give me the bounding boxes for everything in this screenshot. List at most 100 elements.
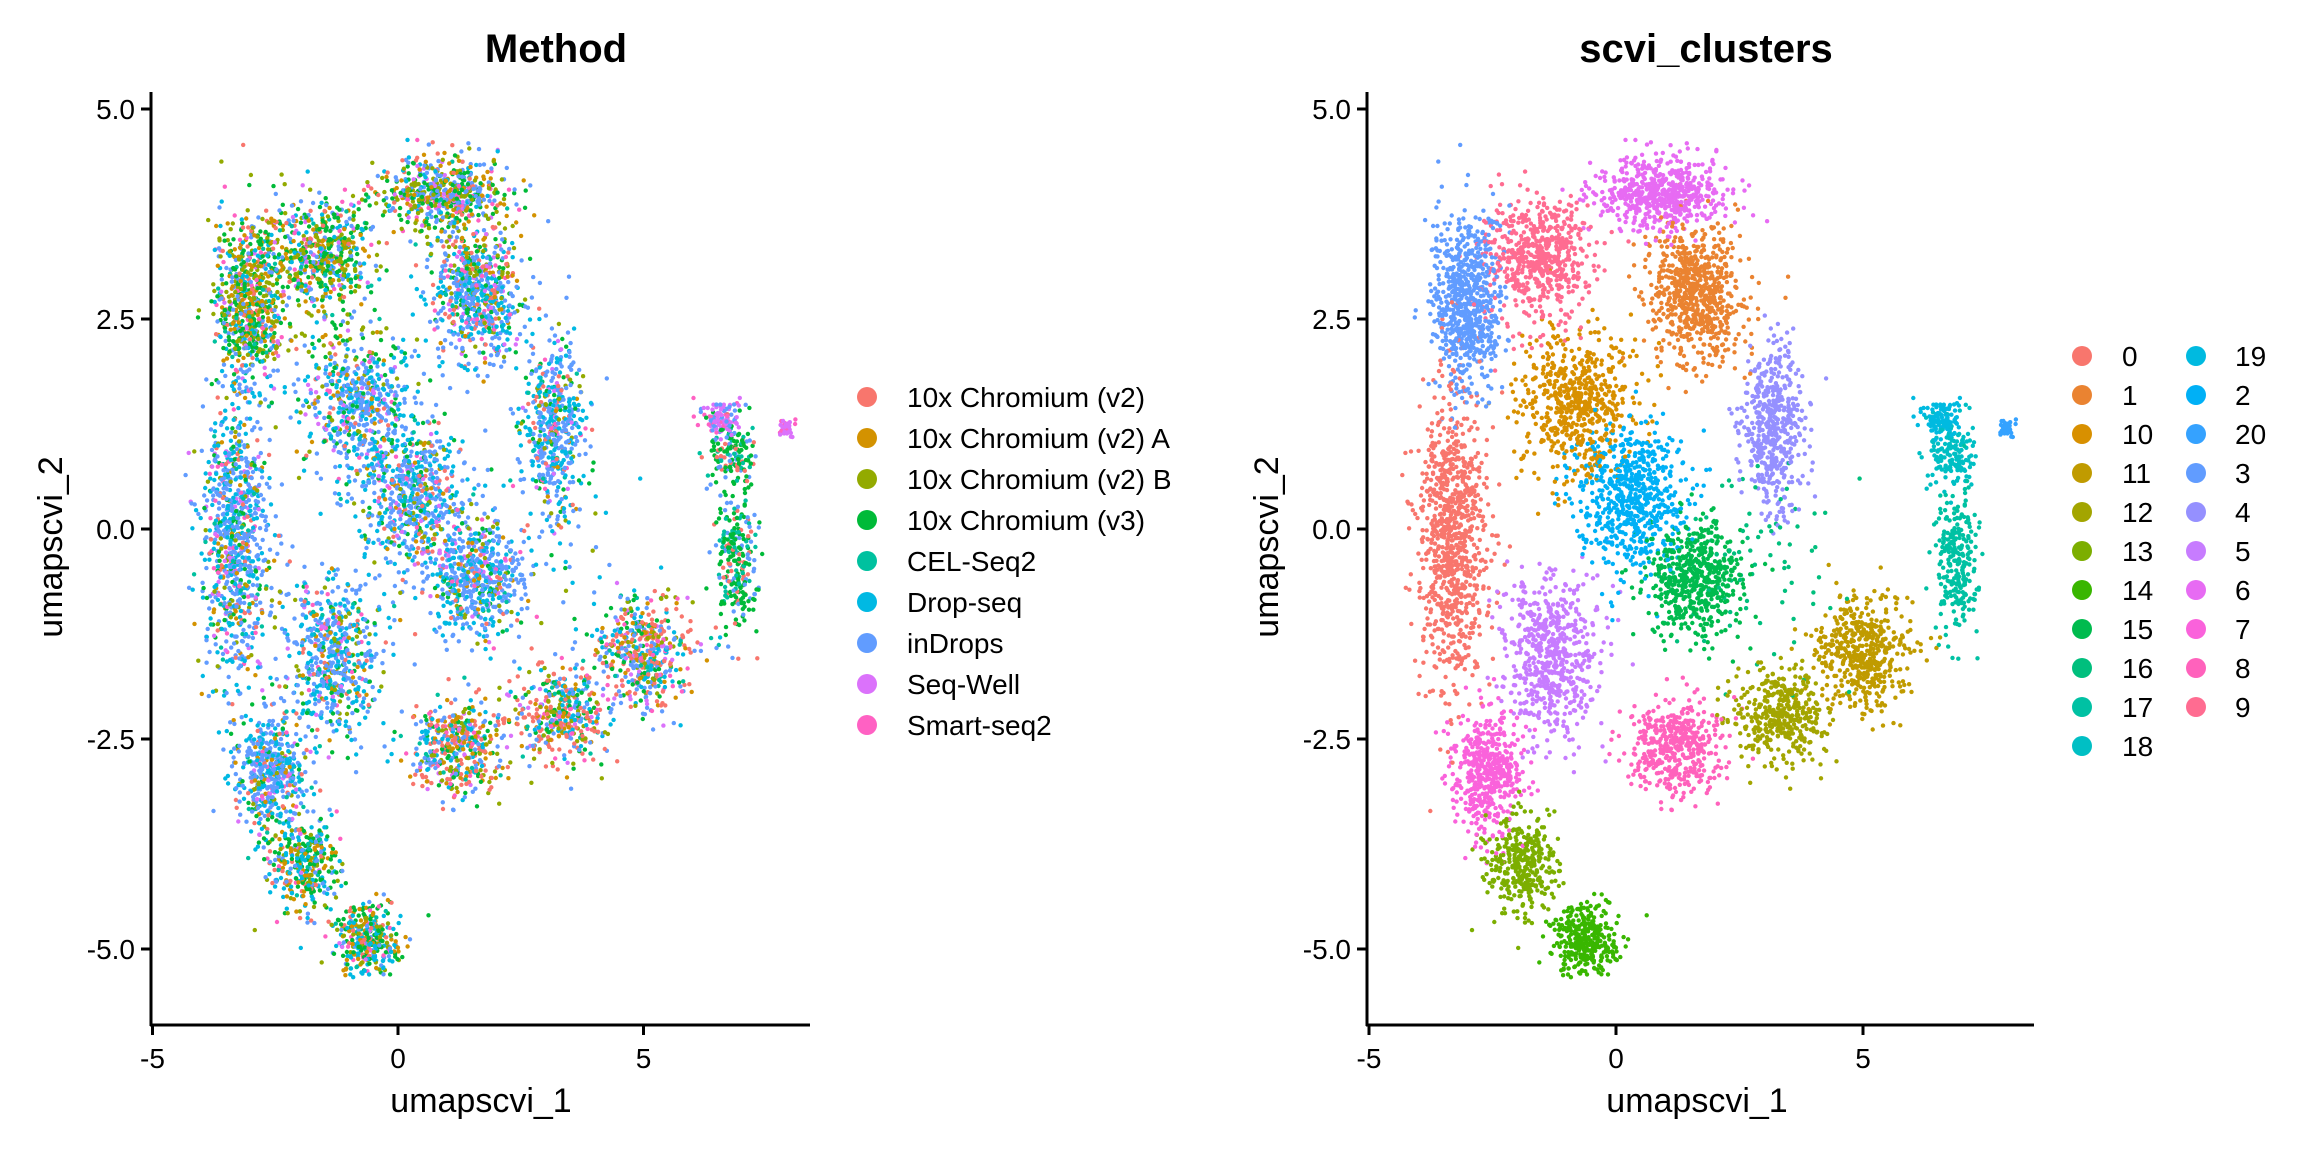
data-point	[571, 647, 575, 651]
data-point	[345, 263, 349, 267]
data-point	[562, 506, 566, 510]
data-point	[222, 232, 226, 236]
data-point	[353, 478, 357, 482]
data-point	[262, 696, 266, 700]
data-point	[401, 338, 405, 342]
data-point	[405, 220, 409, 224]
data-point	[408, 937, 412, 941]
data-point	[241, 628, 245, 632]
data-point	[277, 747, 281, 751]
data-point	[273, 314, 277, 318]
data-point	[494, 559, 498, 563]
data-point	[436, 347, 440, 351]
data-point	[237, 386, 241, 390]
data-point	[727, 405, 731, 409]
data-point	[328, 295, 332, 299]
data-point	[451, 633, 455, 637]
scatter-points	[183, 138, 797, 980]
data-point	[349, 738, 353, 742]
data-point	[504, 552, 508, 556]
data-point	[275, 281, 279, 285]
data-point	[541, 512, 545, 516]
data-point	[511, 411, 515, 415]
data-point	[590, 468, 594, 472]
data-point	[751, 608, 755, 612]
data-point	[576, 524, 580, 528]
data-point	[480, 764, 484, 768]
data-point	[391, 653, 395, 657]
data-point	[346, 321, 350, 325]
data-point	[623, 671, 627, 675]
data-point	[468, 177, 472, 181]
plot-title: Method	[485, 27, 627, 71]
data-point	[229, 439, 233, 443]
data-point	[249, 829, 253, 833]
data-point	[327, 869, 331, 873]
data-point	[351, 235, 355, 239]
data-point	[476, 374, 480, 378]
data-point	[266, 817, 270, 821]
data-point	[504, 545, 508, 549]
data-point	[281, 895, 285, 899]
data-point	[366, 464, 370, 468]
data-point	[455, 758, 459, 762]
data-point	[258, 601, 262, 605]
data-point	[381, 468, 385, 472]
data-point	[222, 586, 226, 590]
data-point	[746, 534, 750, 538]
data-point	[505, 206, 509, 210]
data-point	[457, 338, 461, 342]
data-point	[534, 738, 538, 742]
data-point	[224, 610, 228, 614]
data-point	[584, 416, 588, 420]
data-point	[263, 519, 267, 523]
data-point	[196, 512, 200, 516]
data-point	[528, 700, 532, 704]
data-point	[362, 261, 366, 265]
data-point	[309, 432, 313, 436]
data-point	[668, 668, 672, 672]
data-point	[204, 377, 208, 381]
data-point	[368, 203, 372, 207]
data-point	[540, 529, 544, 533]
data-point	[213, 429, 217, 433]
data-point	[454, 239, 458, 243]
data-point	[428, 556, 432, 560]
data-point	[550, 529, 554, 533]
data-point	[413, 228, 417, 232]
data-point	[322, 825, 326, 829]
data-point	[306, 661, 310, 665]
data-point	[729, 413, 733, 417]
data-point	[567, 565, 571, 569]
data-point	[454, 598, 458, 602]
data-point	[386, 427, 390, 431]
data-point	[208, 616, 212, 620]
data-point	[391, 642, 395, 646]
data-point	[690, 690, 694, 694]
data-point	[556, 767, 560, 771]
data-point	[595, 700, 599, 704]
data-point	[465, 390, 469, 394]
data-point	[354, 752, 358, 756]
data-point	[310, 668, 314, 672]
data-point	[366, 703, 370, 707]
data-point	[448, 308, 452, 312]
data-point	[284, 675, 288, 679]
data-point	[706, 406, 710, 410]
data-point	[360, 332, 364, 336]
data-point	[537, 404, 541, 408]
data-point	[284, 709, 288, 713]
data-point	[412, 430, 416, 434]
data-point	[339, 884, 343, 888]
data-point	[379, 264, 383, 268]
data-point	[268, 548, 272, 552]
data-point	[233, 477, 237, 481]
data-point	[281, 300, 285, 304]
data-point	[229, 750, 233, 754]
data-point	[299, 801, 303, 805]
data-point	[451, 213, 455, 217]
data-point	[471, 708, 475, 712]
data-point	[499, 365, 503, 369]
data-point	[502, 197, 506, 201]
data-point	[295, 584, 299, 588]
